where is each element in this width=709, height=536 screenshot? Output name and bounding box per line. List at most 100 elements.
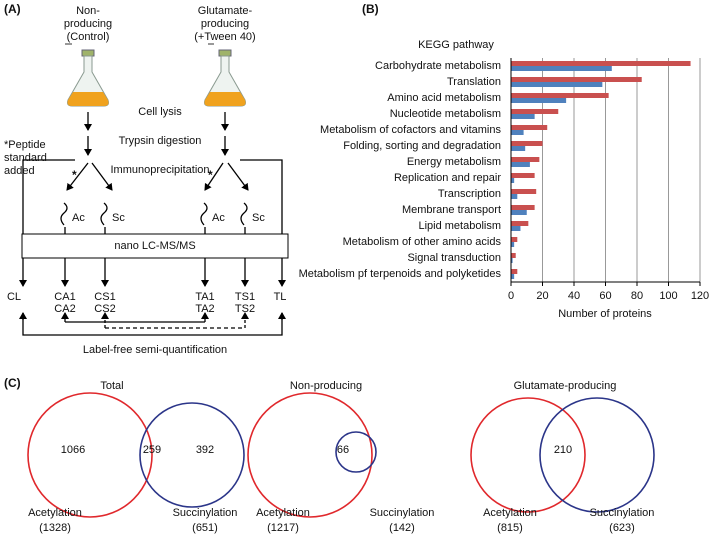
bar (511, 109, 559, 114)
venn-title: Non-producing (290, 380, 362, 392)
bar (511, 98, 567, 103)
bar (511, 210, 527, 215)
workflow-arrows (19, 112, 286, 336)
venn-count: 1066 (61, 444, 85, 456)
set-name: Acetylation (256, 507, 310, 519)
sample-label: TL (274, 291, 287, 303)
set-name: Succinylation (590, 507, 655, 519)
bar (511, 162, 530, 167)
set-total: (142) (389, 522, 415, 534)
peptide-label: Sc (112, 212, 125, 224)
bar (511, 274, 515, 279)
step-label: Cell lysis (138, 106, 182, 118)
condition-title: Glutamate- (198, 5, 253, 17)
x-tick-label: 20 (536, 290, 548, 302)
venn-count: 259 (143, 444, 161, 456)
star: * (208, 168, 213, 182)
bar (511, 221, 529, 226)
set-total: (1217) (267, 522, 299, 534)
condition-title: (Control) (67, 31, 110, 43)
set-total: (1328) (39, 522, 71, 534)
bar (511, 82, 603, 87)
bar (511, 66, 612, 71)
category-label: Membrane transport (402, 204, 501, 216)
category-label: Signal transduction (407, 252, 501, 264)
bar (511, 253, 516, 258)
category-label: Translation (447, 76, 501, 88)
flask (204, 49, 246, 107)
venn-circle (470, 397, 586, 513)
step-label: Immunoprecipitation (110, 164, 209, 176)
bar (511, 205, 535, 210)
set-total: (815) (497, 522, 523, 534)
condition-title: producing (201, 18, 249, 30)
venn-count: 66 (337, 444, 349, 456)
category-label: Metabolism pf terpenoids and polyketides (299, 268, 502, 280)
condition-title: (+Tween 40) (194, 31, 255, 43)
sample-label: CA1 (54, 291, 75, 303)
footer-label: Label-free semi-quantification (83, 344, 227, 356)
category-label: Energy metabolism (407, 156, 501, 168)
peptide-label: Ac (212, 212, 225, 224)
venn-count: 210 (554, 444, 572, 456)
bar (511, 237, 518, 242)
sample-label: TA2 (195, 303, 214, 315)
category-label: Amino acid metabolism (387, 92, 501, 104)
x-axis-title: Number of proteins (558, 308, 652, 320)
bar (511, 226, 521, 231)
sample-label: CA2 (54, 303, 75, 315)
condition-title: producing (64, 18, 112, 30)
step-label: Trypsin digestion (119, 135, 202, 147)
bar (511, 189, 537, 194)
note: standard (4, 152, 47, 164)
venn-circle (27, 392, 153, 518)
x-tick-label: 40 (568, 290, 580, 302)
chart-title: KEGG pathway (418, 39, 494, 51)
set-total: (623) (609, 522, 635, 534)
panel-label: (A) (4, 2, 21, 16)
sample-label: CS2 (94, 303, 115, 315)
category-label: Replication and repair (394, 172, 501, 184)
sample-label: TS2 (235, 303, 255, 315)
peptide-label: Sc (252, 212, 265, 224)
venn-title: Glutamate-producing (514, 380, 617, 392)
x-tick-label: 80 (631, 290, 643, 302)
sample-label: CS1 (94, 291, 115, 303)
venn-title: Total (100, 380, 123, 392)
category-label: Transcription (438, 188, 501, 200)
bar (511, 93, 609, 98)
venn-circle (247, 392, 373, 518)
bar (511, 141, 543, 146)
bar (511, 114, 535, 119)
instrument-box (21, 233, 289, 259)
star: * (72, 168, 77, 182)
x-tick-label: 60 (599, 290, 611, 302)
set-total: (651) (192, 522, 218, 534)
venn-count: 392 (196, 444, 214, 456)
note: added (4, 165, 35, 177)
bar (511, 130, 524, 135)
venn-circle (335, 431, 377, 473)
set-name: Acetylation (483, 507, 537, 519)
bar (511, 269, 518, 274)
bar (511, 173, 535, 178)
bar (511, 258, 513, 263)
bar (511, 77, 642, 82)
panel-a: (A) Non- producing (Control) Glutamate- … (4, 2, 289, 356)
panel-b: (B) KEGG pathway Number of proteins 0 20 4… (299, 2, 709, 320)
set-name: Succinylation (370, 507, 435, 519)
note: *Peptide (4, 139, 46, 151)
bar (511, 61, 691, 66)
condition-title: Non- (76, 5, 100, 17)
category-label: Folding, sorting and degradation (343, 140, 501, 152)
set-name: Succinylation (173, 507, 238, 519)
category-label: Metabolism of cofactors and vitamins (320, 124, 501, 136)
bar (511, 157, 540, 162)
bar (511, 242, 515, 247)
category-label: Lipid metabolism (418, 220, 501, 232)
bar (511, 125, 548, 130)
flask (67, 49, 109, 107)
panel-label: (B) (362, 2, 379, 16)
